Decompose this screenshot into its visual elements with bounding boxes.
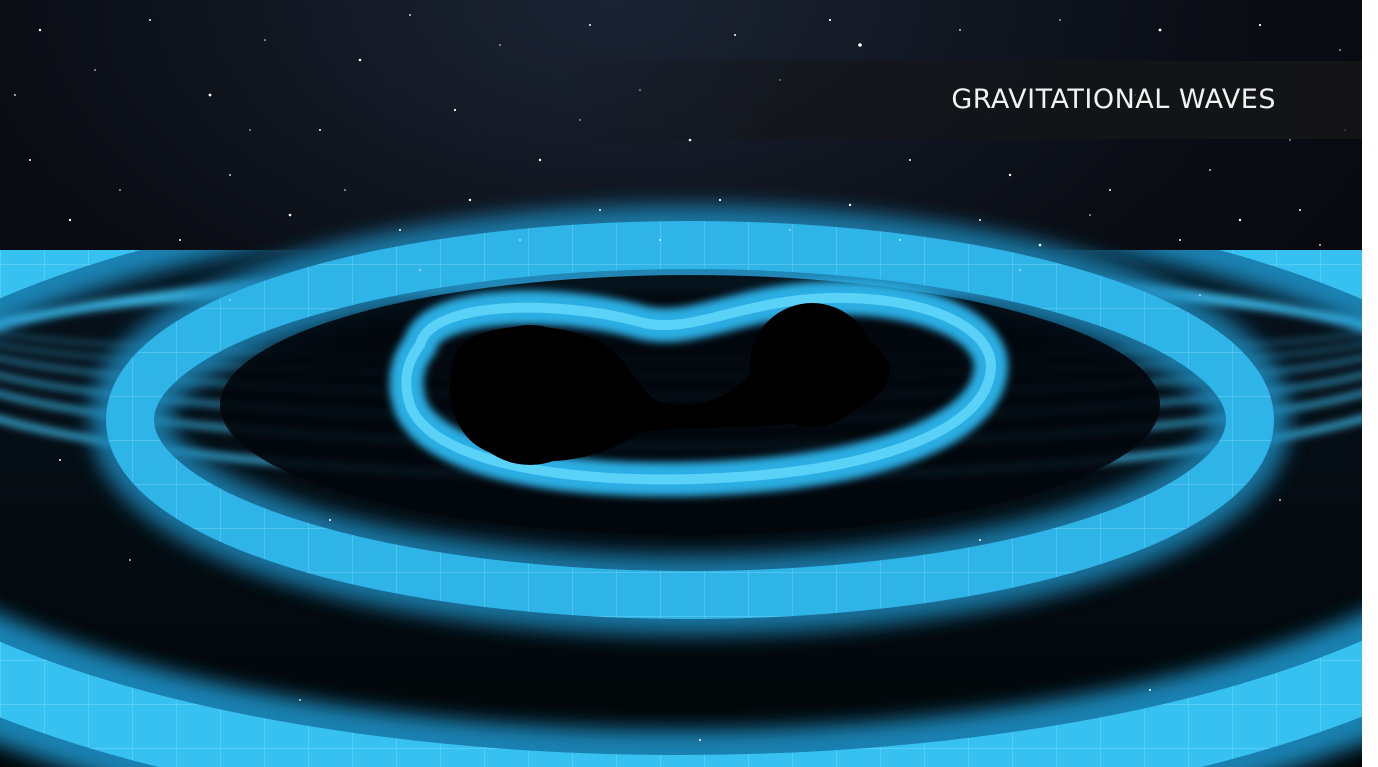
inner-rim	[389, 280, 1008, 497]
black-holes	[449, 303, 890, 465]
image-title: GRAVITATIONAL WAVES	[951, 84, 1276, 115]
page-margin	[1362, 0, 1378, 767]
starfield	[14, 14, 1346, 741]
title-banner	[560, 61, 1362, 139]
middle-wave	[90, 205, 1290, 635]
